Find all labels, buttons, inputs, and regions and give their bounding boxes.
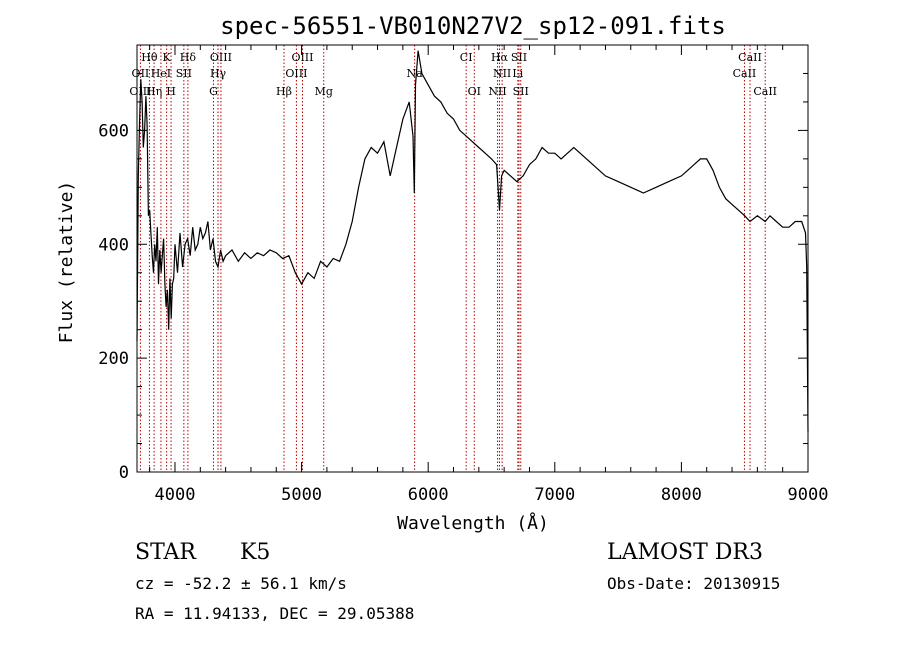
coordinates-text: RA = 11.94133, DEC = 29.05388: [135, 604, 414, 623]
marker-label: Hη: [146, 85, 162, 98]
marker-label: NII: [488, 85, 506, 98]
marker-label: Hθ: [141, 51, 158, 64]
marker-label: SII: [511, 51, 527, 64]
marker-label: H: [166, 85, 176, 98]
y-tick-label: 600: [98, 121, 129, 141]
marker-label: Li: [512, 67, 523, 80]
subclass-label: K5: [240, 540, 270, 565]
marker-label: CaII: [738, 51, 762, 64]
obs-date-text: Obs-Date: 20130915: [607, 574, 780, 593]
x-axis-label: Wavelength (Å): [397, 512, 549, 534]
marker-label: K: [163, 51, 172, 64]
y-tick-label: 400: [98, 235, 129, 255]
marker-label: Na: [407, 67, 424, 80]
marker-label: Hβ: [276, 85, 292, 98]
x-axis: 4000 5000 6000 7000 8000 9000: [149, 45, 829, 505]
survey-label: LAMOST DR3: [607, 540, 763, 565]
y-tick-label: 200: [98, 349, 129, 369]
y-axis-label: Flux (relative): [56, 181, 77, 344]
marker-label: HeI: [151, 67, 171, 80]
chart-title: spec-56551-VB010N27V2_sp12-091.fits: [220, 12, 726, 40]
marker-label: CaII: [733, 67, 757, 80]
spectral-line-markers: [139, 45, 766, 472]
marker-label: Hδ: [180, 51, 197, 64]
marker-label: Hγ: [210, 67, 227, 80]
redshift-text: cz = -52.2 ± 56.1 km/s: [135, 574, 347, 593]
marker-label: SII: [513, 85, 529, 98]
marker-label: CaII: [753, 85, 777, 98]
x-tick-label: 4000: [155, 485, 196, 505]
x-tick-label: 8000: [661, 485, 702, 505]
marker-label: OI: [468, 85, 481, 98]
class-label: STAR: [135, 540, 197, 565]
marker-label: G: [209, 85, 218, 98]
marker-label: CI: [460, 51, 473, 64]
x-tick-label: 5000: [281, 485, 322, 505]
x-tick-label: 7000: [534, 485, 575, 505]
x-tick-label: 9000: [788, 485, 829, 505]
marker-label: OIII: [210, 51, 232, 64]
marker-label: OIII: [285, 67, 307, 80]
marker-label: SII: [176, 67, 192, 80]
plot-frame: [136, 44, 809, 473]
y-axis: 0 200 400 600: [98, 44, 808, 483]
spectrum-line: [136, 50, 809, 433]
marker-label: OIII: [291, 51, 313, 64]
marker-label: Mg: [315, 85, 333, 98]
y-tick-label: 0: [119, 463, 129, 483]
marker-label: NII: [493, 67, 511, 80]
marker-label: Hα: [491, 51, 509, 64]
x-tick-label: 6000: [408, 485, 449, 505]
